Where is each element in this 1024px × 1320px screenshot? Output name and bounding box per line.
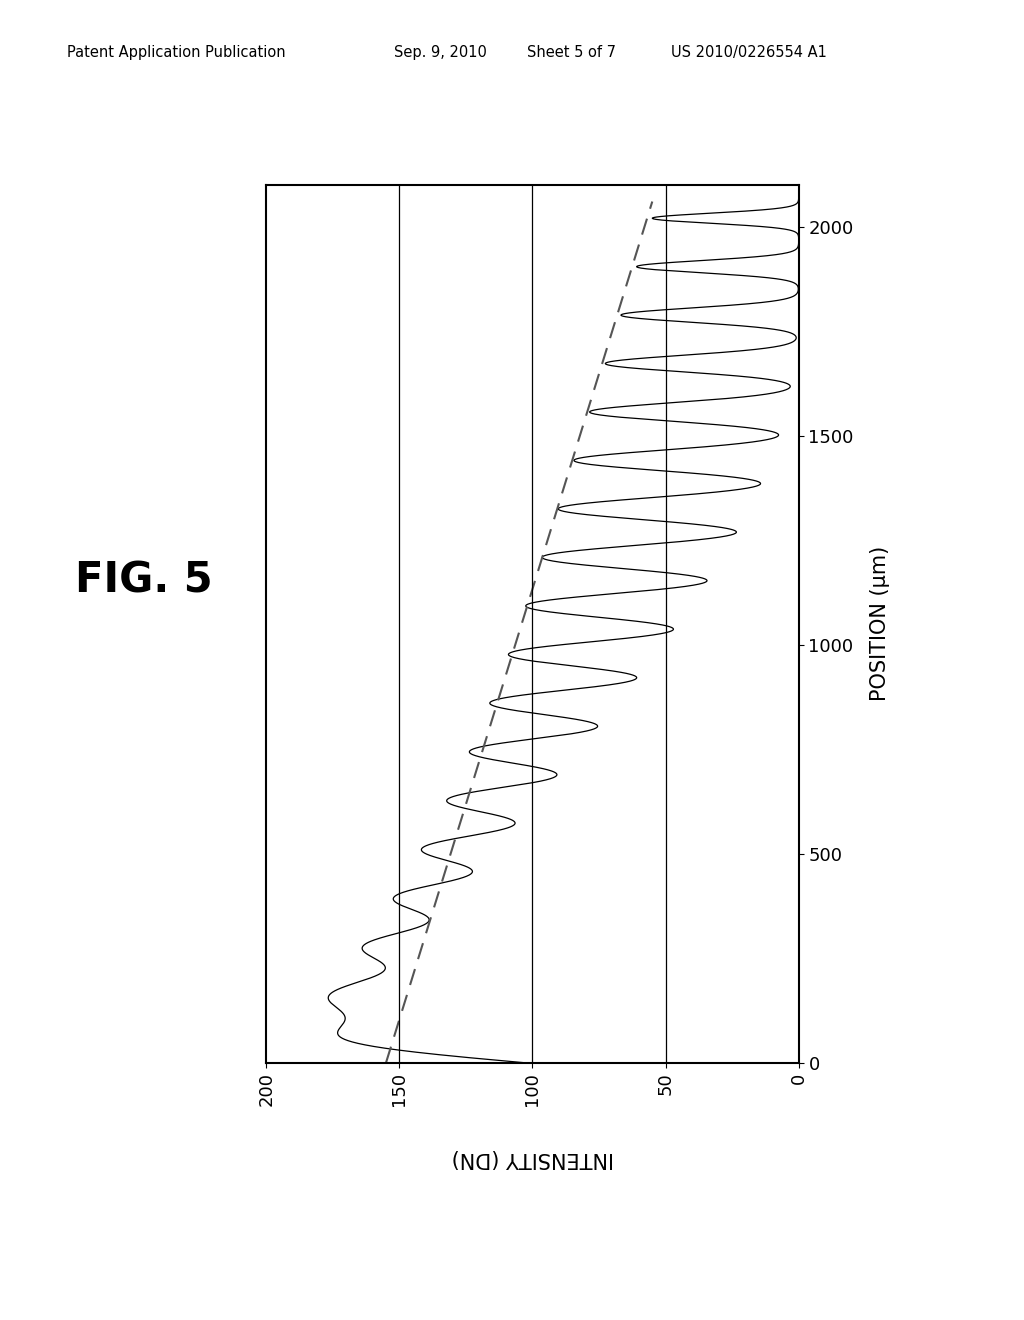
Text: Patent Application Publication: Patent Application Publication (67, 45, 286, 59)
Text: FIG. 5: FIG. 5 (75, 560, 212, 602)
Y-axis label: POSITION (μm): POSITION (μm) (870, 546, 891, 701)
Text: US 2010/0226554 A1: US 2010/0226554 A1 (671, 45, 826, 59)
Text: Sep. 9, 2010: Sep. 9, 2010 (394, 45, 487, 59)
Text: Sheet 5 of 7: Sheet 5 of 7 (527, 45, 616, 59)
X-axis label: INTENSITY (DN): INTENSITY (DN) (452, 1148, 613, 1168)
